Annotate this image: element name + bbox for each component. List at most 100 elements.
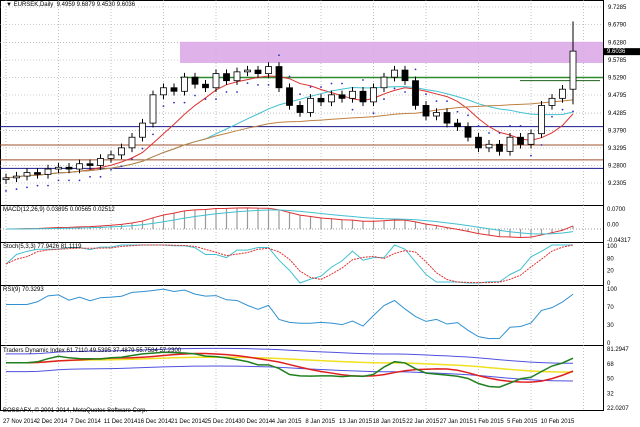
sar-dot xyxy=(540,144,543,146)
candle-body xyxy=(433,112,440,117)
y-tick-label: 9.2305 xyxy=(608,181,627,187)
candle-body xyxy=(149,94,157,124)
candle-body xyxy=(359,90,367,103)
candle-body xyxy=(244,69,251,73)
candle-body xyxy=(286,87,293,106)
candle-body xyxy=(454,122,461,128)
panel-frame xyxy=(0,0,604,206)
y-tick-label: 9.4795 xyxy=(608,93,627,99)
sar-dot xyxy=(267,84,270,86)
rsi-tick-label: 0 xyxy=(607,341,611,347)
x-tick-label: 7 Dec 2014 xyxy=(70,419,101,425)
x-tick-label: 25 Dec 2014 xyxy=(205,419,240,425)
sar-dot xyxy=(5,190,7,192)
candle-body xyxy=(391,69,398,78)
ma-slow-line xyxy=(5,99,574,179)
sar-dot xyxy=(330,82,333,85)
sar-dot xyxy=(26,186,28,189)
x-tick-label: 30 Dec 2014 xyxy=(238,419,273,425)
candle-body xyxy=(559,88,566,99)
sar-dot xyxy=(509,125,511,127)
sar-dot xyxy=(362,79,364,81)
sar-dot xyxy=(36,184,39,187)
tdi-tick-label: 81.2947 xyxy=(607,347,629,353)
y-tick-label: 9.4285 xyxy=(608,111,627,117)
stoch-label: Stoch(5,3,3) 77.9426 81.1119 xyxy=(3,244,82,250)
copyright: BOSSAFX, © 2001-2014, MetaQuotes Softwar… xyxy=(3,408,148,414)
y-tick-label: 9.6790 xyxy=(608,22,627,28)
sar-dot xyxy=(204,98,207,100)
sar-dot xyxy=(278,54,280,57)
candle-body xyxy=(517,136,524,145)
sar-dot xyxy=(288,75,291,78)
tdi-tick-label: 22.0207 xyxy=(607,406,629,412)
sar-dot xyxy=(120,165,123,168)
tdi-lower-band xyxy=(6,365,574,382)
stoch-tick-label: 20 xyxy=(607,269,614,275)
tdi-tick-label: 50 xyxy=(607,377,614,383)
sar-dot xyxy=(78,179,81,182)
x-tick-label: 16 Dec 2014 xyxy=(137,419,172,425)
candle-body xyxy=(44,168,52,175)
candle-body xyxy=(401,69,409,82)
x-tick-label: 2 Dec 2014 xyxy=(37,419,68,425)
x-tick-label: 18 Jan 2015 xyxy=(373,419,407,425)
sar-dot xyxy=(152,133,154,136)
sar-dot xyxy=(215,98,217,100)
candle-body xyxy=(338,94,346,99)
sar-dot xyxy=(351,108,354,111)
price-marker xyxy=(604,48,640,56)
macd-label: MACD(12,26,9) 0.03895 0.00565 0.02512 xyxy=(3,207,115,213)
sar-dot xyxy=(341,82,343,85)
sar-dot xyxy=(561,108,564,111)
candle-body xyxy=(13,175,20,179)
candle-body xyxy=(254,69,262,75)
candle-body xyxy=(380,76,388,89)
candle-body xyxy=(128,136,136,149)
x-tick-label: 10 Feb 2015 xyxy=(541,419,575,425)
candle-body xyxy=(233,71,241,82)
sar-dot xyxy=(194,94,196,97)
x-tick-label: 27 Jan 2015 xyxy=(440,419,474,425)
candle-body xyxy=(181,76,188,92)
candle-body xyxy=(328,94,335,103)
candle-body xyxy=(296,105,304,113)
sar-dot xyxy=(131,158,133,161)
tdi-label: Traders Dynamic Index 61.7110 49.5395 37… xyxy=(3,348,182,354)
candle-body xyxy=(475,136,482,149)
sar-dot xyxy=(393,87,396,90)
candle-body xyxy=(97,158,104,166)
candle-body xyxy=(23,172,31,177)
sar-dot xyxy=(372,112,375,115)
sar-dot xyxy=(15,188,18,191)
stoch-tick-label: 80 xyxy=(607,256,614,262)
sar-dot xyxy=(477,125,480,127)
candle-body xyxy=(160,87,167,96)
candle-body xyxy=(139,122,146,138)
sar-dot xyxy=(435,100,438,103)
stoch-d-line xyxy=(5,244,574,284)
candle-body xyxy=(2,177,10,181)
candle-body xyxy=(485,143,493,149)
candle-body xyxy=(212,73,220,89)
sar-dot xyxy=(299,93,301,96)
sar-dot xyxy=(498,132,501,134)
candle-body xyxy=(86,163,94,166)
macd-tick-label: -0.04317 xyxy=(607,238,631,244)
candle-body xyxy=(55,166,62,170)
candle-body xyxy=(202,83,209,89)
sar-dot xyxy=(456,110,459,113)
tdi-tick-label: 32 xyxy=(607,391,614,397)
sar-dot xyxy=(89,175,91,178)
x-tick-label: 4 Jan 2015 xyxy=(272,419,302,425)
sar-dot xyxy=(173,101,175,104)
x-tick-label: 13 Jan 2015 xyxy=(339,419,373,425)
chart-title: ▼ EURSEK,Daily 9.4959 9.6879 9.4530 9.60… xyxy=(6,2,136,8)
candle-body xyxy=(496,143,503,152)
x-tick-label: 11 Dec 2014 xyxy=(104,419,138,425)
sar-dot xyxy=(141,147,144,150)
candle-body xyxy=(223,73,230,82)
x-tick-label: 21 Dec 2014 xyxy=(171,419,206,425)
candle-body xyxy=(118,147,125,156)
